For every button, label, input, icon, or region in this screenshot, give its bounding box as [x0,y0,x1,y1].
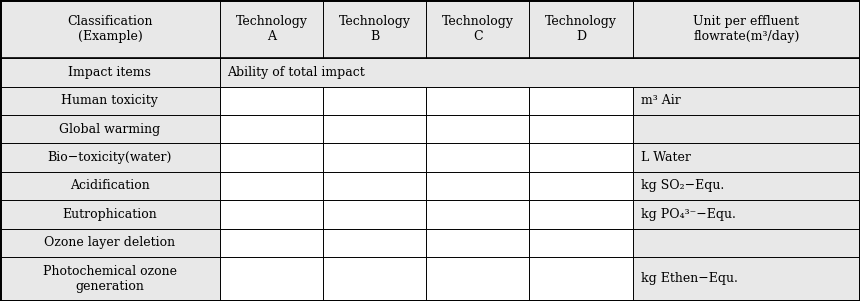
Text: Bio−toxicity(water): Bio−toxicity(water) [47,151,172,164]
Bar [0,172,220,200]
Text: Technology
C: Technology C [442,15,513,43]
Bar [633,0,860,58]
Text: kg Ethen−Equ.: kg Ethen−Equ. [642,272,738,285]
Bar [530,0,633,58]
Text: Ability of total impact: Ability of total impact [227,66,365,79]
Bar [427,0,530,58]
Text: Classification
(Example): Classification (Example) [67,15,152,43]
Text: Eutrophication: Eutrophication [63,208,157,221]
Bar [220,0,323,58]
Text: Technology
B: Technology B [339,15,410,43]
Bar [633,257,860,301]
Text: m³ Air: m³ Air [642,94,681,107]
Bar [0,87,220,115]
Text: Global warming: Global warming [59,123,161,136]
Text: Photochemical ozone
generation: Photochemical ozone generation [43,265,177,293]
Text: kg SO₂−Equ.: kg SO₂−Equ. [642,179,724,192]
Bar [0,143,220,172]
Bar [633,143,860,172]
Text: Technology
A: Technology A [236,15,307,43]
Bar [323,0,427,58]
Bar [0,0,220,58]
Bar [0,115,220,143]
Bar [633,200,860,228]
Text: Human toxicity: Human toxicity [61,94,158,107]
Text: Technology
D: Technology D [545,15,617,43]
Bar [633,228,860,257]
Bar [0,58,220,87]
Text: Impact items: Impact items [69,66,151,79]
Bar [0,228,220,257]
Bar [220,58,860,87]
Bar [0,200,220,228]
Text: Unit per effluent
flowrate(m³/day): Unit per effluent flowrate(m³/day) [693,15,800,43]
Text: kg PO₄³⁻−Equ.: kg PO₄³⁻−Equ. [642,208,736,221]
Bar [633,172,860,200]
Text: Ozone layer deletion: Ozone layer deletion [45,236,175,249]
Bar [0,257,220,301]
Text: Acidification: Acidification [70,179,150,192]
Text: L Water: L Water [642,151,691,164]
Bar [633,115,860,143]
Bar [633,87,860,115]
